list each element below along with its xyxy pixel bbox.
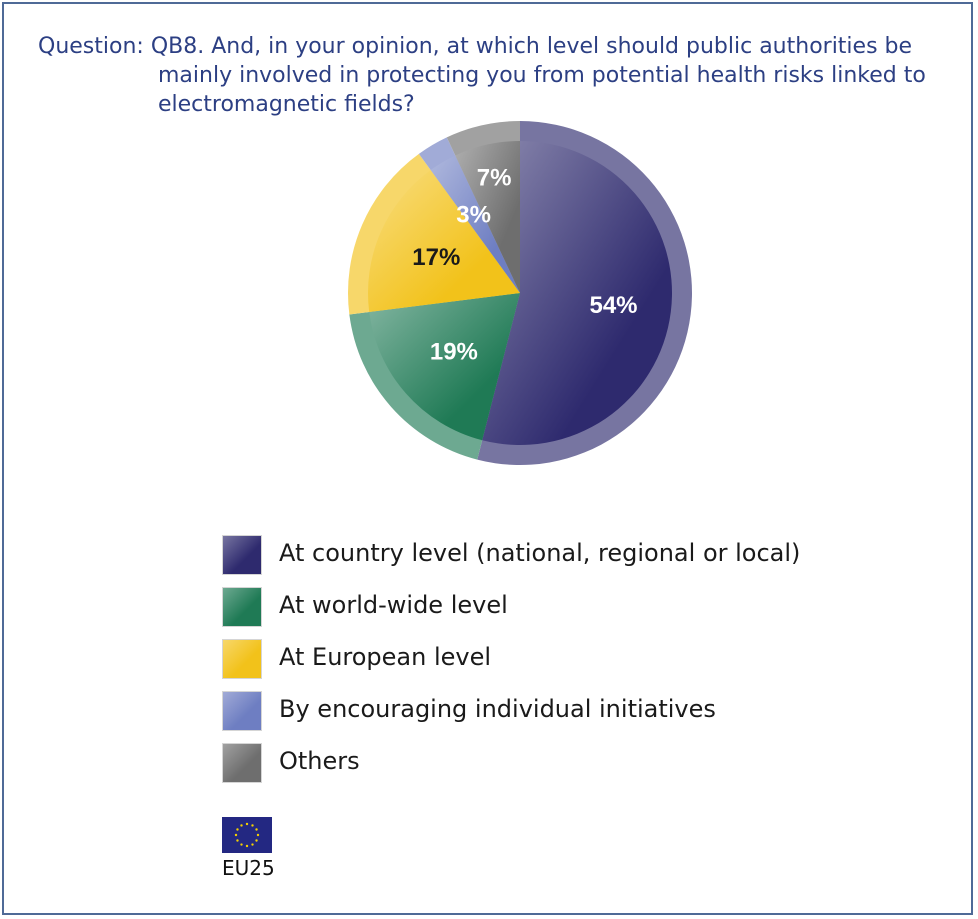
eu-star-icon <box>240 824 243 827</box>
eu-star-icon <box>236 828 239 831</box>
question-line-1: Question: QB8. And, in your opinion, at … <box>38 32 973 61</box>
eu-star-icon <box>234 833 238 837</box>
question-line-3: electromagnetic fields? <box>158 92 415 117</box>
eu-star-icon <box>255 828 258 831</box>
legend-label: At world-wide level <box>279 591 508 619</box>
legend-label: At country level (national, regional or … <box>279 539 801 567</box>
eu-flag-icon <box>222 817 272 853</box>
eu-star-icon <box>245 822 249 826</box>
legend-label: Others <box>279 747 360 775</box>
eu-star-icon <box>251 824 254 827</box>
question-line-2: mainly involved in protecting you from p… <box>158 63 926 88</box>
legend-item-european-level: At European level <box>222 637 862 679</box>
eu25-label: EU25 <box>222 856 275 880</box>
legend-label: At European level <box>279 643 492 671</box>
legend-swatch <box>222 535 262 575</box>
slice-european-level-label: 17% <box>412 244 460 271</box>
question-prefix: Question: <box>38 34 144 59</box>
question-line-1-text: QB8. And, in your opinion, at which leve… <box>150 34 913 59</box>
legend-item-world-wide-level: At world-wide level <box>222 585 862 627</box>
slice-country-level-label: 54% <box>589 292 637 319</box>
legend-label: By encouraging individual initiatives <box>279 695 716 723</box>
eu-star-icon <box>240 843 243 846</box>
slice-country-level <box>482 141 672 445</box>
legend-item-country-level: At country level (national, regional or … <box>222 533 862 575</box>
legend-swatch <box>222 639 262 679</box>
slice-others-label: 7% <box>477 164 512 191</box>
eu-stars-icon <box>234 822 260 848</box>
legend-swatch <box>222 587 262 627</box>
pie-chart: 54% 19% 17% 3% 7% <box>348 121 692 465</box>
eu-star-icon <box>256 833 260 837</box>
question-text: Question: QB8. And, in your opinion, at … <box>38 32 973 119</box>
legend-item-others: Others <box>222 741 862 783</box>
eu-star-icon <box>255 839 258 842</box>
slice-world-wide-level-label: 19% <box>430 338 478 365</box>
slice-individual-initiatives <box>430 155 520 293</box>
legend-swatch <box>222 743 262 783</box>
eu-star-icon <box>236 839 239 842</box>
slice-european-level <box>368 170 520 313</box>
eu-star-icon <box>251 843 254 846</box>
slice-individual-initiatives-label: 3% <box>456 202 491 229</box>
slice-world-wide-level <box>369 293 520 441</box>
legend-item-individual-initiatives: By encouraging individual initiatives <box>222 689 862 731</box>
eu-star-icon <box>245 844 249 848</box>
legend-swatch <box>222 691 262 731</box>
slice-others <box>455 141 520 293</box>
